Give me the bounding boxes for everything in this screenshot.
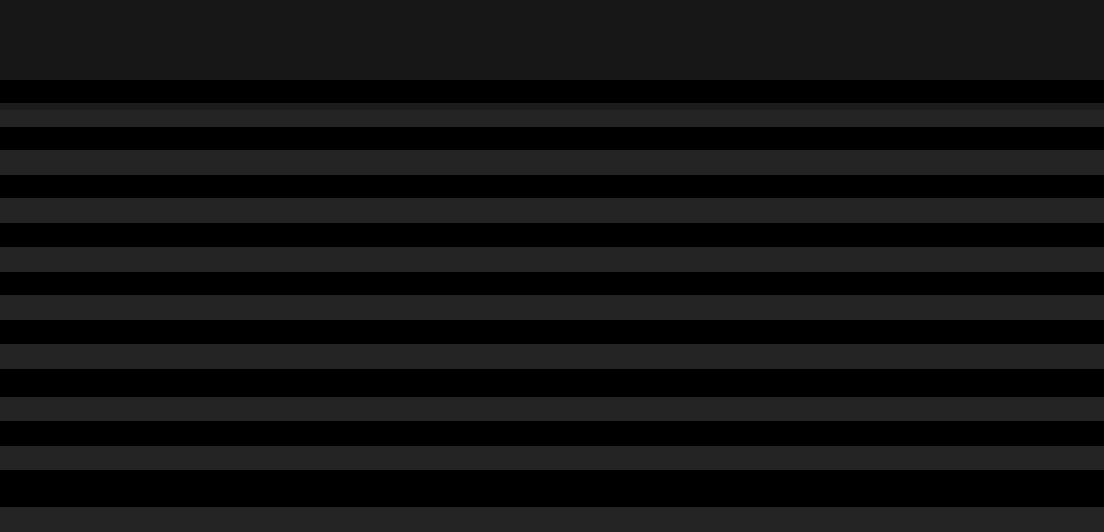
list-row [0, 110, 1104, 127]
list-row [0, 397, 1104, 421]
list-row [0, 80, 1104, 103]
list-row [0, 175, 1104, 198]
header-bar [0, 0, 1104, 80]
list-row [0, 470, 1104, 507]
list-row [0, 421, 1104, 446]
list-row [0, 150, 1104, 175]
list-row [0, 320, 1104, 344]
list-row [0, 344, 1104, 369]
list-row [0, 295, 1104, 320]
list-row [0, 369, 1104, 397]
list-row [0, 272, 1104, 295]
list-row [0, 507, 1104, 532]
list-row [0, 198, 1104, 223]
list-row [0, 127, 1104, 150]
list-row [0, 247, 1104, 272]
divider [0, 103, 1104, 110]
list-row [0, 223, 1104, 247]
list-row [0, 446, 1104, 470]
